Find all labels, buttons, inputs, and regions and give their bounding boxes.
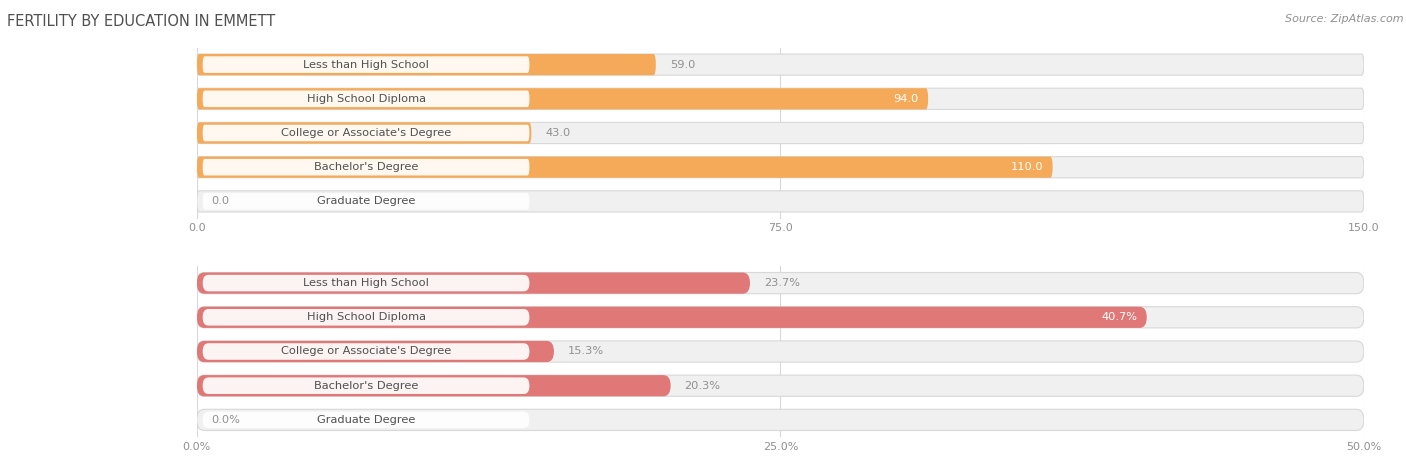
Text: High School Diploma: High School Diploma [307,312,426,323]
FancyBboxPatch shape [202,343,530,360]
Text: College or Associate's Degree: College or Associate's Degree [281,128,451,138]
Text: Less than High School: Less than High School [304,59,429,70]
FancyBboxPatch shape [197,54,655,75]
Text: High School Diploma: High School Diploma [307,94,426,104]
FancyBboxPatch shape [197,191,1364,212]
FancyBboxPatch shape [197,123,531,143]
Text: Graduate Degree: Graduate Degree [316,196,415,207]
FancyBboxPatch shape [202,193,530,209]
FancyBboxPatch shape [197,157,1053,178]
Text: Bachelor's Degree: Bachelor's Degree [314,162,418,172]
FancyBboxPatch shape [202,125,530,141]
Text: Less than High School: Less than High School [304,278,429,288]
FancyBboxPatch shape [197,88,928,109]
FancyBboxPatch shape [202,159,530,175]
FancyBboxPatch shape [202,275,530,291]
FancyBboxPatch shape [197,88,1364,109]
FancyBboxPatch shape [197,409,1364,430]
FancyBboxPatch shape [202,412,530,428]
Text: 94.0: 94.0 [894,94,918,104]
FancyBboxPatch shape [197,375,671,396]
Text: 23.7%: 23.7% [763,278,800,288]
Text: 0.0: 0.0 [211,196,229,207]
Text: 15.3%: 15.3% [568,346,605,357]
Text: College or Associate's Degree: College or Associate's Degree [281,346,451,357]
FancyBboxPatch shape [202,309,530,325]
FancyBboxPatch shape [197,341,1364,362]
Text: 43.0: 43.0 [546,128,571,138]
FancyBboxPatch shape [202,378,530,394]
Text: 40.7%: 40.7% [1101,312,1137,323]
Text: 59.0: 59.0 [669,59,695,70]
FancyBboxPatch shape [197,273,749,294]
FancyBboxPatch shape [197,157,1364,178]
FancyBboxPatch shape [197,341,554,362]
Text: Bachelor's Degree: Bachelor's Degree [314,380,418,391]
FancyBboxPatch shape [197,375,1364,396]
Text: Source: ZipAtlas.com: Source: ZipAtlas.com [1285,14,1403,24]
Text: 0.0%: 0.0% [211,415,239,425]
FancyBboxPatch shape [202,91,530,107]
FancyBboxPatch shape [197,307,1147,328]
FancyBboxPatch shape [197,307,1364,328]
Text: 110.0: 110.0 [1011,162,1043,172]
FancyBboxPatch shape [202,57,530,73]
FancyBboxPatch shape [197,273,1364,294]
FancyBboxPatch shape [197,123,1364,143]
FancyBboxPatch shape [197,54,1364,75]
Text: 20.3%: 20.3% [685,380,721,391]
Text: FERTILITY BY EDUCATION IN EMMETT: FERTILITY BY EDUCATION IN EMMETT [7,14,276,29]
Text: Graduate Degree: Graduate Degree [316,415,415,425]
